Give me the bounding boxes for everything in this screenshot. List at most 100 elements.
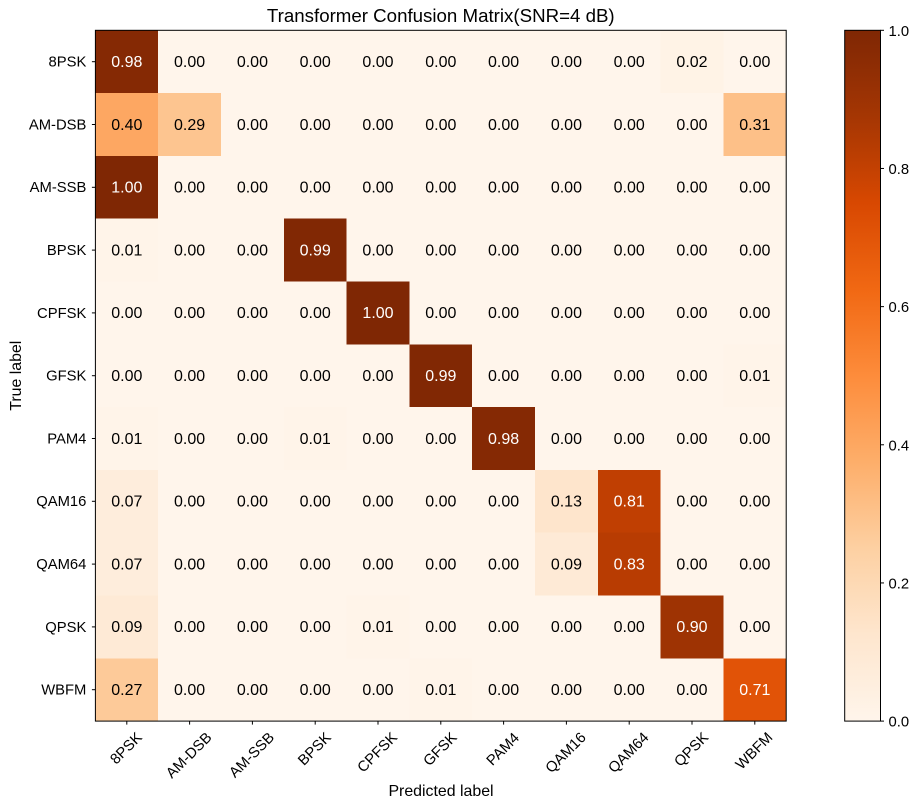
svg-text:0.00: 0.00	[614, 619, 645, 636]
svg-text:0.07: 0.07	[111, 556, 142, 573]
svg-text:0.00: 0.00	[237, 619, 268, 636]
svg-text:0.00: 0.00	[362, 180, 393, 197]
svg-text:Predicted label: Predicted label	[388, 783, 493, 800]
svg-text:0.01: 0.01	[300, 431, 331, 448]
svg-text:0.00: 0.00	[174, 54, 205, 71]
svg-text:0.00: 0.00	[111, 368, 142, 385]
svg-text:0.00: 0.00	[237, 556, 268, 573]
svg-text:0.00: 0.00	[174, 368, 205, 385]
svg-text:0.00: 0.00	[362, 556, 393, 573]
svg-text:0.00: 0.00	[111, 305, 142, 322]
svg-text:0.00: 0.00	[739, 619, 770, 636]
svg-text:Transformer Confusion Matrix(S: Transformer Confusion Matrix(SNR=4 dB)	[267, 5, 615, 26]
svg-text:0.00: 0.00	[551, 431, 582, 448]
svg-text:0.00: 0.00	[300, 682, 331, 699]
svg-text:0.00: 0.00	[676, 494, 707, 511]
svg-text:0.00: 0.00	[676, 242, 707, 259]
svg-text:0.98: 0.98	[111, 54, 142, 71]
svg-text:0.07: 0.07	[111, 494, 142, 511]
svg-text:CPFSK: CPFSK	[37, 306, 86, 322]
svg-text:QPSK: QPSK	[45, 620, 86, 636]
svg-text:0.00: 0.00	[739, 180, 770, 197]
svg-text:0.00: 0.00	[676, 305, 707, 322]
svg-text:8PSK: 8PSK	[49, 55, 87, 71]
svg-text:0.00: 0.00	[362, 242, 393, 259]
svg-text:0.00: 0.00	[425, 54, 456, 71]
svg-text:0.00: 0.00	[551, 368, 582, 385]
svg-text:0.00: 0.00	[362, 54, 393, 71]
svg-text:0.09: 0.09	[111, 619, 142, 636]
svg-text:0.00: 0.00	[488, 305, 519, 322]
svg-text:0.00: 0.00	[614, 54, 645, 71]
svg-text:0.00: 0.00	[425, 117, 456, 134]
svg-text:AM-SSB: AM-SSB	[30, 180, 87, 196]
svg-text:0.00: 0.00	[551, 117, 582, 134]
svg-text:0.00: 0.00	[739, 305, 770, 322]
svg-text:0.01: 0.01	[111, 431, 142, 448]
svg-text:1.00: 1.00	[111, 180, 142, 197]
svg-text:True label: True label	[8, 341, 25, 411]
svg-text:0.00: 0.00	[425, 180, 456, 197]
svg-text:0.00: 0.00	[488, 54, 519, 71]
svg-text:0.00: 0.00	[551, 305, 582, 322]
svg-text:0.00: 0.00	[174, 305, 205, 322]
svg-text:0.00: 0.00	[362, 682, 393, 699]
svg-text:0.00: 0.00	[300, 54, 331, 71]
svg-text:0.00: 0.00	[174, 494, 205, 511]
svg-text:1.0: 1.0	[889, 24, 910, 40]
svg-text:0.00: 0.00	[676, 682, 707, 699]
svg-text:0.00: 0.00	[425, 494, 456, 511]
svg-text:0.83: 0.83	[614, 556, 645, 573]
svg-text:0.00: 0.00	[174, 242, 205, 259]
svg-text:0.00: 0.00	[237, 494, 268, 511]
svg-text:0.0: 0.0	[889, 715, 910, 731]
svg-text:0.00: 0.00	[488, 556, 519, 573]
svg-text:0.01: 0.01	[362, 619, 393, 636]
svg-text:0.00: 0.00	[300, 556, 331, 573]
svg-text:PAM4: PAM4	[47, 431, 86, 447]
svg-text:0.00: 0.00	[300, 305, 331, 322]
svg-text:0.00: 0.00	[300, 368, 331, 385]
svg-text:0.00: 0.00	[237, 117, 268, 134]
svg-text:0.81: 0.81	[614, 494, 645, 511]
svg-text:0.00: 0.00	[488, 682, 519, 699]
svg-text:0.00: 0.00	[551, 180, 582, 197]
svg-text:0.00: 0.00	[300, 117, 331, 134]
svg-text:0.98: 0.98	[488, 431, 519, 448]
svg-text:0.00: 0.00	[237, 180, 268, 197]
svg-text:0.00: 0.00	[551, 619, 582, 636]
svg-text:WBFM: WBFM	[41, 683, 86, 699]
svg-text:0.00: 0.00	[425, 556, 456, 573]
svg-text:0.6: 0.6	[889, 300, 910, 316]
svg-text:0.00: 0.00	[425, 431, 456, 448]
svg-text:0.00: 0.00	[614, 117, 645, 134]
svg-text:0.00: 0.00	[300, 619, 331, 636]
svg-text:0.09: 0.09	[551, 556, 582, 573]
svg-text:0.99: 0.99	[300, 242, 331, 259]
svg-text:0.71: 0.71	[739, 682, 770, 699]
svg-text:0.00: 0.00	[614, 682, 645, 699]
svg-text:0.90: 0.90	[676, 619, 707, 636]
svg-text:0.00: 0.00	[614, 180, 645, 197]
svg-text:0.00: 0.00	[488, 242, 519, 259]
svg-text:0.00: 0.00	[614, 368, 645, 385]
svg-text:0.00: 0.00	[174, 556, 205, 573]
svg-text:0.00: 0.00	[676, 368, 707, 385]
svg-text:0.31: 0.31	[739, 117, 770, 134]
svg-text:GFSK: GFSK	[46, 369, 86, 385]
svg-text:0.00: 0.00	[237, 242, 268, 259]
svg-text:0.00: 0.00	[300, 494, 331, 511]
svg-text:0.00: 0.00	[237, 305, 268, 322]
svg-text:0.00: 0.00	[739, 242, 770, 259]
svg-text:0.00: 0.00	[174, 682, 205, 699]
svg-text:0.00: 0.00	[237, 682, 268, 699]
svg-text:BPSK: BPSK	[47, 243, 87, 259]
svg-text:0.00: 0.00	[425, 619, 456, 636]
svg-text:0.29: 0.29	[174, 117, 205, 134]
svg-text:0.00: 0.00	[676, 117, 707, 134]
svg-text:0.2: 0.2	[889, 576, 910, 592]
svg-text:0.00: 0.00	[488, 117, 519, 134]
svg-text:QAM16: QAM16	[36, 494, 86, 510]
svg-text:0.00: 0.00	[551, 242, 582, 259]
svg-text:0.00: 0.00	[676, 431, 707, 448]
